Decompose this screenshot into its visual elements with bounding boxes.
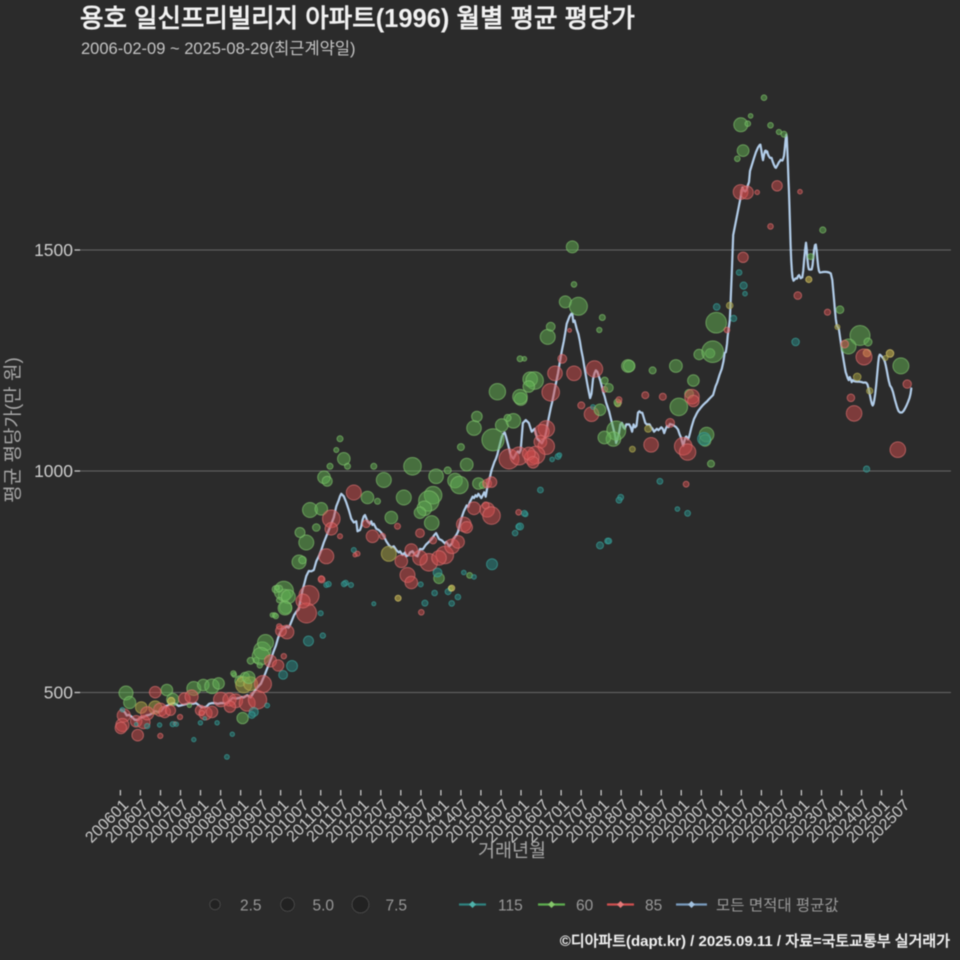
- svg-text:7.5: 7.5: [386, 898, 408, 915]
- svg-text:©디아파트(dapt.kr) / 2025.09.11 /: ©디아파트(dapt.kr) / 2025.09.11 / 자료=국토교통부 실…: [560, 933, 950, 950]
- svg-text:모든 면적대 평균값: 모든 면적대 평균값: [716, 897, 839, 915]
- svg-text:용호 일신프리빌리지 아파트(1996) 월별 평균 평당가: 용호 일신프리빌리지 아파트(1996) 월별 평균 평당가: [80, 5, 635, 33]
- svg-text:2.5: 2.5: [240, 898, 262, 915]
- svg-text:500: 500: [44, 683, 73, 703]
- svg-text:60: 60: [576, 898, 594, 915]
- svg-text:1000: 1000: [34, 461, 73, 481]
- svg-text:2006-02-09 ~ 2025-08-29(최근계약일): 2006-02-09 ~ 2025-08-29(최근계약일): [81, 39, 356, 58]
- svg-text:거래년월: 거래년월: [478, 840, 546, 861]
- svg-text:5.0: 5.0: [313, 898, 335, 915]
- svg-text:1500: 1500: [34, 240, 73, 260]
- svg-text:85: 85: [645, 898, 662, 915]
- svg-text:평균 평당가(만 원): 평균 평당가(만 원): [2, 357, 24, 503]
- svg-text:115: 115: [498, 898, 523, 915]
